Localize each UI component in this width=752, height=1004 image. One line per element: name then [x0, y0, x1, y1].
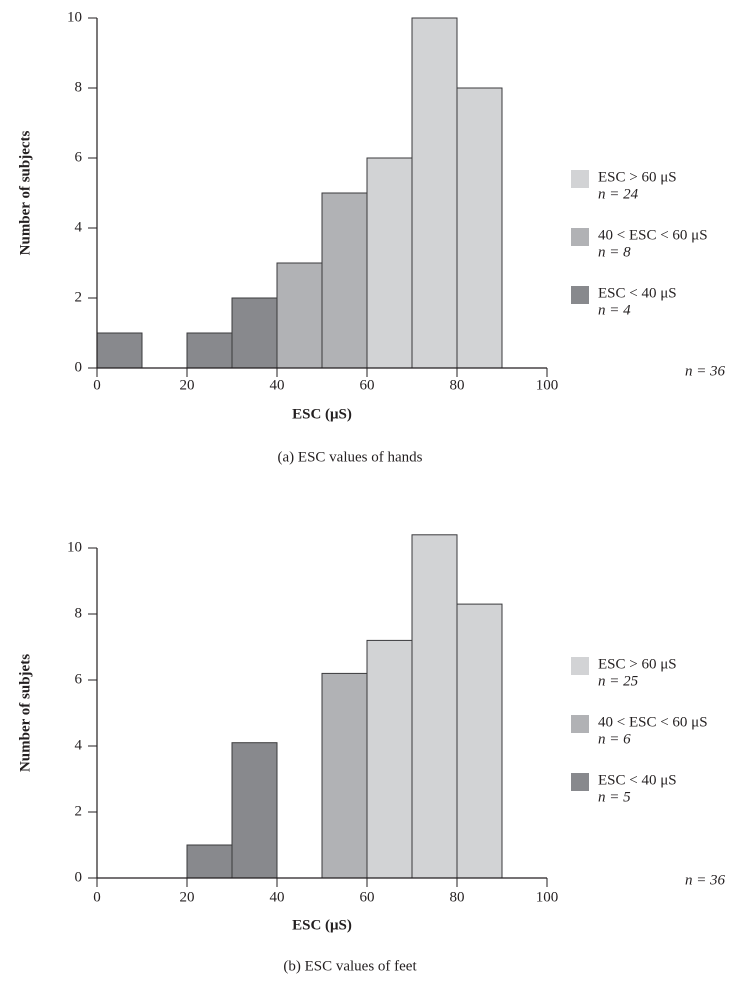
x-tick-label: 100	[536, 889, 559, 905]
y-tick-label: 0	[75, 869, 83, 885]
x-tick-label: 0	[93, 889, 101, 905]
y-tick-label: 6	[75, 149, 83, 165]
histogram-hands: 0 20 40 60 80 100 0 2 4 6 8 10 ESC (μS) Number of sub…	[17, 9, 726, 465]
total-count-label: n = 36	[685, 363, 726, 379]
legend-label: 40 < ESC < 60 μS	[598, 227, 708, 243]
histogram-bar	[276, 262, 323, 369]
legend-label: ESC < 40 μS	[598, 285, 677, 301]
y-tick-label: 8	[75, 79, 83, 95]
legend-swatch	[571, 715, 589, 733]
legend-count: n = 6	[598, 731, 631, 747]
figure-caption: (b) ESC values of feet	[283, 958, 417, 974]
legend-label: ESC > 60 μS	[598, 169, 677, 185]
histogram-bar	[186, 332, 233, 369]
histogram-bar	[96, 332, 143, 369]
histogram-bar	[456, 87, 503, 369]
histogram-bar	[186, 844, 233, 879]
histogram-bar	[411, 17, 458, 369]
y-tick-label: 2	[75, 803, 83, 819]
legend-count: n = 5	[598, 789, 631, 805]
y-tick-label: 8	[75, 605, 83, 621]
y-tick-label: 0	[75, 359, 83, 375]
figure-caption: (a) ESC values of hands	[278, 449, 423, 465]
y-tick-label: 10	[67, 539, 82, 555]
y-tick-label: 4	[75, 737, 83, 753]
legend-count: n = 8	[598, 244, 631, 260]
legend-label: 40 < ESC < 60 μS	[598, 714, 708, 730]
x-tick-label: 40	[270, 377, 285, 393]
histogram-bar	[456, 603, 503, 879]
legend-count: n = 4	[598, 302, 631, 318]
legend-label: ESC > 60 μS	[598, 656, 677, 672]
y-tick-label: 6	[75, 671, 83, 687]
histogram-bar	[411, 534, 458, 879]
histogram-bar	[231, 742, 278, 879]
y-axis-label: Number of subjets	[17, 654, 33, 772]
x-tick-label: 20	[180, 377, 195, 393]
x-tick-label: 100	[536, 377, 559, 393]
x-axis-label: ESC (μS)	[292, 406, 352, 422]
histogram-bar	[321, 672, 368, 879]
y-tick-label: 2	[75, 289, 83, 305]
x-axis-label: ESC (μS)	[292, 917, 352, 933]
y-tick-label: 4	[75, 219, 83, 235]
x-tick-label: 40	[270, 889, 285, 905]
x-tick-label: 0	[93, 377, 101, 393]
y-tick-label: 10	[67, 9, 82, 25]
x-tick-label: 80	[450, 377, 465, 393]
legend-count: n = 24	[598, 186, 639, 202]
legend-swatch	[571, 773, 589, 791]
total-count-label: n = 36	[685, 872, 726, 888]
legend-count: n = 25	[598, 673, 639, 689]
histogram-bar	[231, 297, 278, 369]
legend-swatch	[571, 286, 589, 304]
x-tick-label: 60	[360, 889, 375, 905]
legend-swatch	[571, 657, 589, 675]
x-tick-label: 80	[450, 889, 465, 905]
legend-swatch	[571, 170, 589, 188]
legend-swatch	[571, 228, 589, 246]
histogram-bar	[366, 639, 413, 879]
histogram-bar	[366, 157, 413, 369]
histogram-bar	[321, 192, 368, 369]
x-tick-label: 60	[360, 377, 375, 393]
legend-label: ESC < 40 μS	[598, 772, 677, 788]
histogram-feet: 0 20 40 60 80 100 0 2 4 6 8 10 ESC (μS) Number of sub…	[17, 534, 726, 974]
y-axis-label: Number of subjects	[17, 130, 33, 255]
x-tick-label: 20	[180, 889, 195, 905]
